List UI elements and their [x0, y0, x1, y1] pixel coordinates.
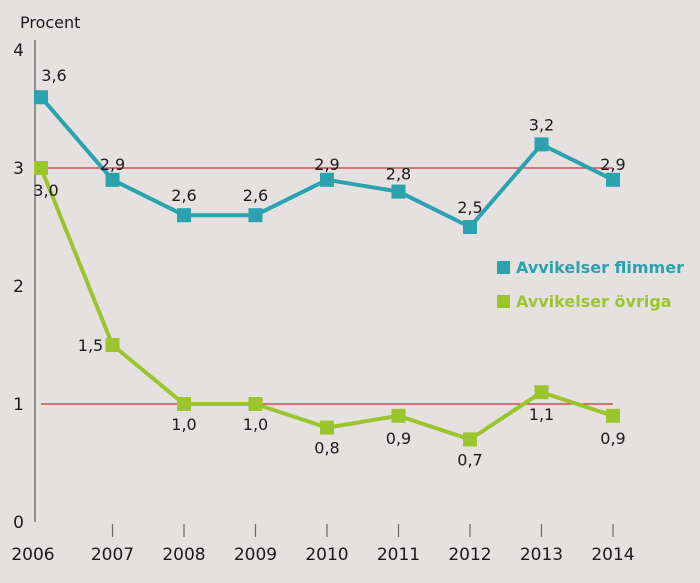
legend-label: Avvikelser övriga: [516, 292, 672, 311]
data-point-marker: [534, 385, 549, 400]
y-axis-title: Procent: [20, 13, 80, 32]
x-tick-label: 2006: [11, 545, 54, 565]
data-label: 2,6: [171, 186, 196, 205]
axes: 0 1 2 3 4 2006 2007 2008 2009 2010 2011 2012 2013 201…: [11, 40, 635, 565]
x-tick-label: 2008: [162, 545, 205, 565]
data-labels: 3,6 2,9 2,6 2,6 2,9 2,8 2,5 3,2 2,9 3,0 1,5 1,0 1,0 0…: [33, 66, 625, 469]
data-label: 2,5: [457, 198, 482, 217]
legend: Avvikelser flimmer Avvikelser övriga: [497, 258, 684, 311]
data-point-marker: [105, 172, 120, 187]
data-point-marker: [391, 184, 406, 199]
data-label: 3,2: [529, 115, 554, 134]
reference-lines: [41, 167, 613, 405]
data-point-marker: [606, 408, 620, 423]
data-point-marker: [248, 397, 263, 411]
x-tick-label: 2012: [448, 545, 491, 565]
data-point-marker: [34, 90, 48, 105]
y-tick-label: 0: [13, 513, 24, 533]
data-label: 0,9: [600, 429, 625, 448]
data-point-marker: [177, 208, 191, 223]
legend-label: Avvikelser flimmer: [516, 258, 684, 277]
data-label: 1,5: [78, 336, 103, 355]
legend-swatch: [497, 261, 510, 274]
y-tick-label: 4: [13, 41, 24, 61]
data-label: 2,9: [100, 155, 125, 174]
data-label: 1,1: [529, 405, 554, 424]
data-label: 3,6: [41, 66, 66, 85]
x-tick-label: 2011: [377, 545, 420, 565]
y-tick-label: 2: [13, 277, 24, 297]
data-point-marker: [463, 432, 477, 447]
x-tick-label: 2014: [591, 545, 634, 565]
data-label: 3,0: [33, 181, 58, 200]
data-point-marker: [606, 172, 620, 187]
data-label: 2,8: [386, 165, 411, 184]
data-point-marker: [320, 172, 334, 187]
data-point-marker: [248, 208, 263, 223]
x-tick-label: 2013: [520, 545, 563, 565]
y-tick-label: 3: [13, 159, 24, 179]
x-tick-label: 2007: [91, 545, 134, 565]
data-label: 0,7: [457, 450, 482, 469]
data-point-marker: [463, 220, 477, 234]
data-point-marker: [534, 137, 549, 152]
series-lines: [34, 90, 620, 447]
data-point-marker: [34, 161, 48, 175]
data-label: 0,9: [386, 429, 411, 448]
data-point-marker: [177, 397, 191, 411]
data-point-marker: [391, 408, 406, 423]
data-point-marker: [320, 420, 334, 435]
data-label: 1,0: [171, 415, 196, 434]
data-label: 1,0: [243, 415, 268, 434]
data-label: 2,9: [600, 155, 625, 174]
data-point-marker: [105, 338, 120, 352]
data-label: 0,8: [314, 439, 339, 458]
data-label: 2,6: [243, 186, 268, 205]
legend-swatch: [497, 295, 510, 308]
x-tick-label: 2010: [305, 545, 348, 565]
y-tick-label: 1: [13, 395, 24, 415]
x-tick-label: 2009: [234, 545, 277, 565]
data-label: 2,9: [314, 155, 339, 174]
